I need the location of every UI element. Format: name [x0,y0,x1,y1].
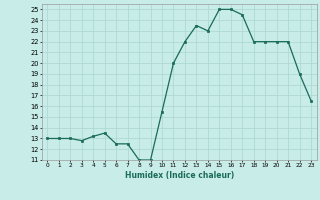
X-axis label: Humidex (Indice chaleur): Humidex (Indice chaleur) [124,171,234,180]
